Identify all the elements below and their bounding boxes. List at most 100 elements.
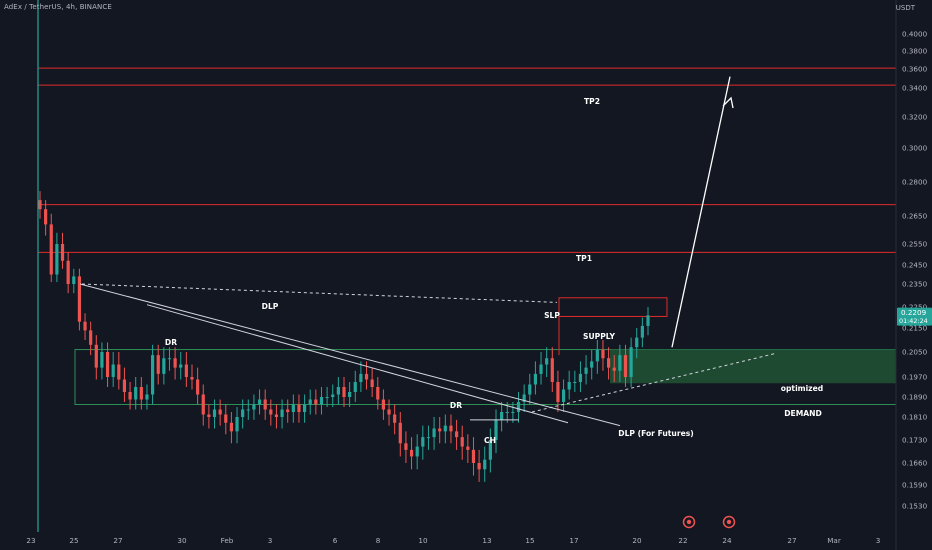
time-tick-label: 24 xyxy=(722,536,732,545)
candle-body xyxy=(629,347,633,377)
candle-body xyxy=(77,276,82,322)
price-tick-label: 0.3800 xyxy=(902,47,928,56)
dr-trendline-short xyxy=(146,304,569,424)
candle-body xyxy=(235,417,239,432)
candle-body xyxy=(229,422,234,432)
event-marker-dot xyxy=(726,519,732,525)
candle-body xyxy=(505,412,509,413)
candle-body xyxy=(404,443,408,450)
price-tick-label: 0.1970 xyxy=(902,373,928,382)
last-price-badge xyxy=(897,307,932,326)
candle-body xyxy=(640,325,644,338)
price-tick-label: 0.2800 xyxy=(902,178,928,187)
price-tick-label: 0.1530 xyxy=(902,502,928,511)
time-tick-label: 3 xyxy=(268,536,273,545)
candle-body xyxy=(584,367,588,374)
candle-body xyxy=(460,437,464,447)
candle-body xyxy=(145,394,149,400)
symbol-name: AdEx / TetherUS xyxy=(4,3,62,11)
candle-body xyxy=(415,446,419,457)
candle-body xyxy=(353,382,357,392)
price-tick-label: 0.2450 xyxy=(902,261,928,270)
candle-body xyxy=(522,394,526,402)
candles-layer xyxy=(38,191,650,482)
candle-body xyxy=(556,382,560,402)
price-tick-label: 0.2650 xyxy=(902,212,928,221)
candle-body xyxy=(466,446,470,450)
candle-body xyxy=(241,409,245,417)
candle-body xyxy=(533,373,538,385)
candle-body xyxy=(105,352,110,377)
time-tick-label: 17 xyxy=(569,536,578,545)
candle-body xyxy=(567,382,571,390)
candle-body xyxy=(252,404,256,410)
candle-body xyxy=(139,387,143,400)
candle-body xyxy=(376,387,380,400)
annotation-optimized: optimized xyxy=(781,384,823,393)
time-tick-label: 27 xyxy=(787,536,796,545)
time-tick-label: 30 xyxy=(177,536,187,545)
annotation-tp1: TP1 xyxy=(576,254,592,263)
candle-body xyxy=(438,428,442,432)
candle-body xyxy=(612,367,616,371)
symbol-header: AdEx / TetherUS, 4h, BINANCE xyxy=(4,3,112,11)
candle-body xyxy=(314,399,318,405)
candle-body xyxy=(111,364,115,377)
candle-body xyxy=(500,412,504,420)
candle-body xyxy=(590,361,594,368)
currency-label: USDT xyxy=(895,4,915,12)
annotation-dr-right: DR xyxy=(450,401,462,410)
candle-body xyxy=(89,330,93,345)
time-tick-label: 13 xyxy=(482,536,491,545)
event-marker-dot xyxy=(686,519,692,525)
candle-body xyxy=(545,358,549,365)
candle-body xyxy=(331,394,335,397)
candle-body xyxy=(190,377,194,380)
candle-body xyxy=(263,399,267,410)
candle-body xyxy=(257,399,262,405)
price-tick-label: 0.3200 xyxy=(902,113,928,122)
annotation-slp: SLP xyxy=(544,311,560,320)
candle-body xyxy=(66,260,70,284)
candle-body xyxy=(156,355,160,374)
candle-body xyxy=(184,364,188,377)
price-tick-label: 0.1660 xyxy=(902,459,928,468)
candle-body xyxy=(44,209,48,225)
candle-body xyxy=(623,355,628,377)
price-tick-label: 0.3000 xyxy=(902,144,928,153)
price-axis: 0.4000 0.3800 0.3600 0.3400 0.3200 0.3000 0.28… xyxy=(895,0,932,550)
candle-body xyxy=(528,384,532,395)
candle-body xyxy=(578,373,583,382)
time-tick-label: 25 xyxy=(69,536,78,545)
annotation-dlp-futures: DLP (For Futures) xyxy=(618,429,693,438)
candle-body xyxy=(635,337,639,348)
candle-body xyxy=(274,414,279,417)
candle-body xyxy=(359,373,363,382)
candle-body xyxy=(494,419,498,440)
projection-arrow xyxy=(671,76,731,348)
price-axis-bg xyxy=(896,0,932,550)
candle-body xyxy=(454,431,459,438)
time-tick-label: 27 xyxy=(113,536,122,545)
candle-body xyxy=(550,358,554,382)
candle-body xyxy=(319,397,324,405)
candle-body xyxy=(291,404,295,412)
candle-body xyxy=(606,358,611,368)
candle-body xyxy=(286,409,290,412)
candle-body xyxy=(488,440,492,460)
candle-body xyxy=(122,379,127,392)
annotation-dr-left: DR xyxy=(165,338,177,347)
price-tick-label: 0.3600 xyxy=(902,65,928,74)
annotation-ch: CH xyxy=(484,436,496,445)
time-axis: 23 25 27 30 Feb 3 6 8 10 13 15 17 20 22 24 27 Mar 3 xyxy=(26,515,880,545)
bar-countdown: 01:42:24 xyxy=(899,317,928,325)
price-tick-label: 0.2250 xyxy=(902,303,928,312)
candle-body xyxy=(432,428,436,438)
price-tick-label: 0.2150 xyxy=(902,324,928,333)
candle-body xyxy=(55,244,59,275)
candle-body xyxy=(516,402,521,412)
candle-body xyxy=(348,392,352,397)
candle-body xyxy=(269,409,273,415)
candle-body xyxy=(173,358,177,368)
